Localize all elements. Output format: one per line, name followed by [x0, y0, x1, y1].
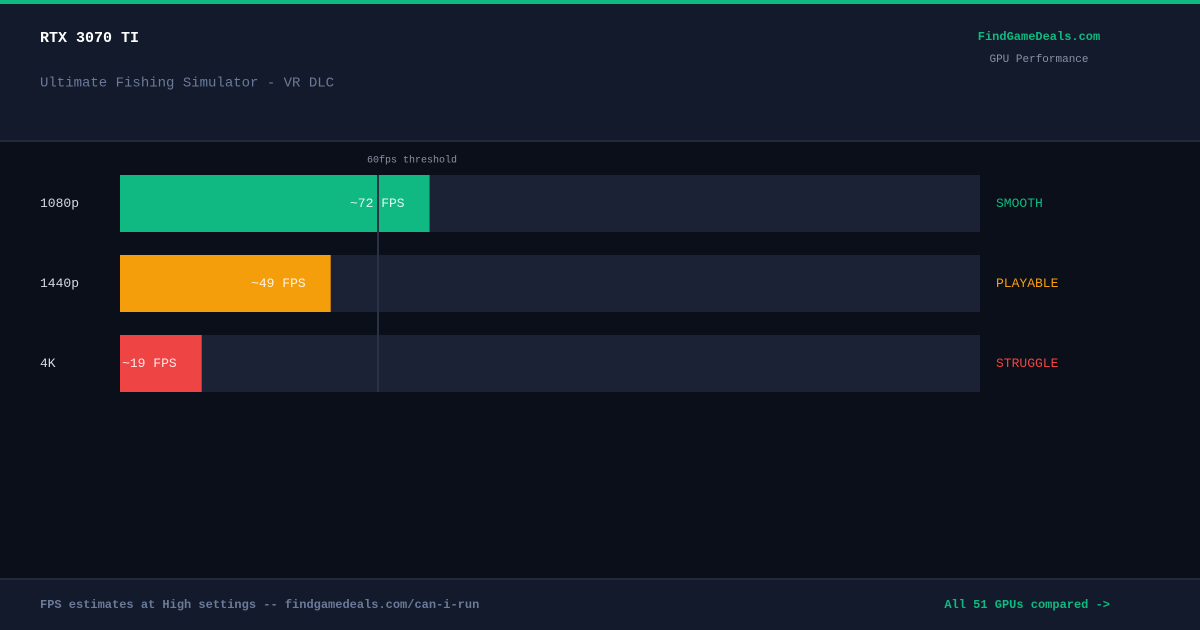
- brand: FindGameDeals.com: [978, 30, 1100, 44]
- bar: [120, 335, 202, 392]
- category-label: 1440p: [40, 276, 79, 291]
- header-panel: [0, 0, 1200, 141]
- title: RTX 3070 TI: [40, 30, 139, 47]
- header-border: [0, 140, 1200, 142]
- footer-link[interactable]: All 51 GPUs compared ->: [944, 598, 1110, 612]
- footer-note: FPS estimates at High settings -- findga…: [40, 598, 479, 612]
- status-label: PLAYABLE: [996, 276, 1059, 291]
- value-label: ~49 FPS: [251, 276, 306, 291]
- bar-track: [120, 335, 980, 392]
- threshold-label: 60fps threshold: [367, 155, 457, 167]
- bar: [120, 255, 331, 312]
- footer-border: [0, 578, 1200, 580]
- status-label: SMOOTH: [996, 196, 1043, 211]
- footer-panel: [0, 578, 1200, 630]
- category-label: 1080p: [40, 196, 79, 211]
- value-label: ~19 FPS: [122, 356, 177, 371]
- accent-bar: [0, 0, 1200, 4]
- brand-subtitle: GPU Performance: [989, 54, 1088, 66]
- subtitle: Ultimate Fishing Simulator - VR DLC: [40, 76, 334, 92]
- status-label: STRUGGLE: [996, 356, 1059, 371]
- category-label: 4K: [40, 356, 56, 371]
